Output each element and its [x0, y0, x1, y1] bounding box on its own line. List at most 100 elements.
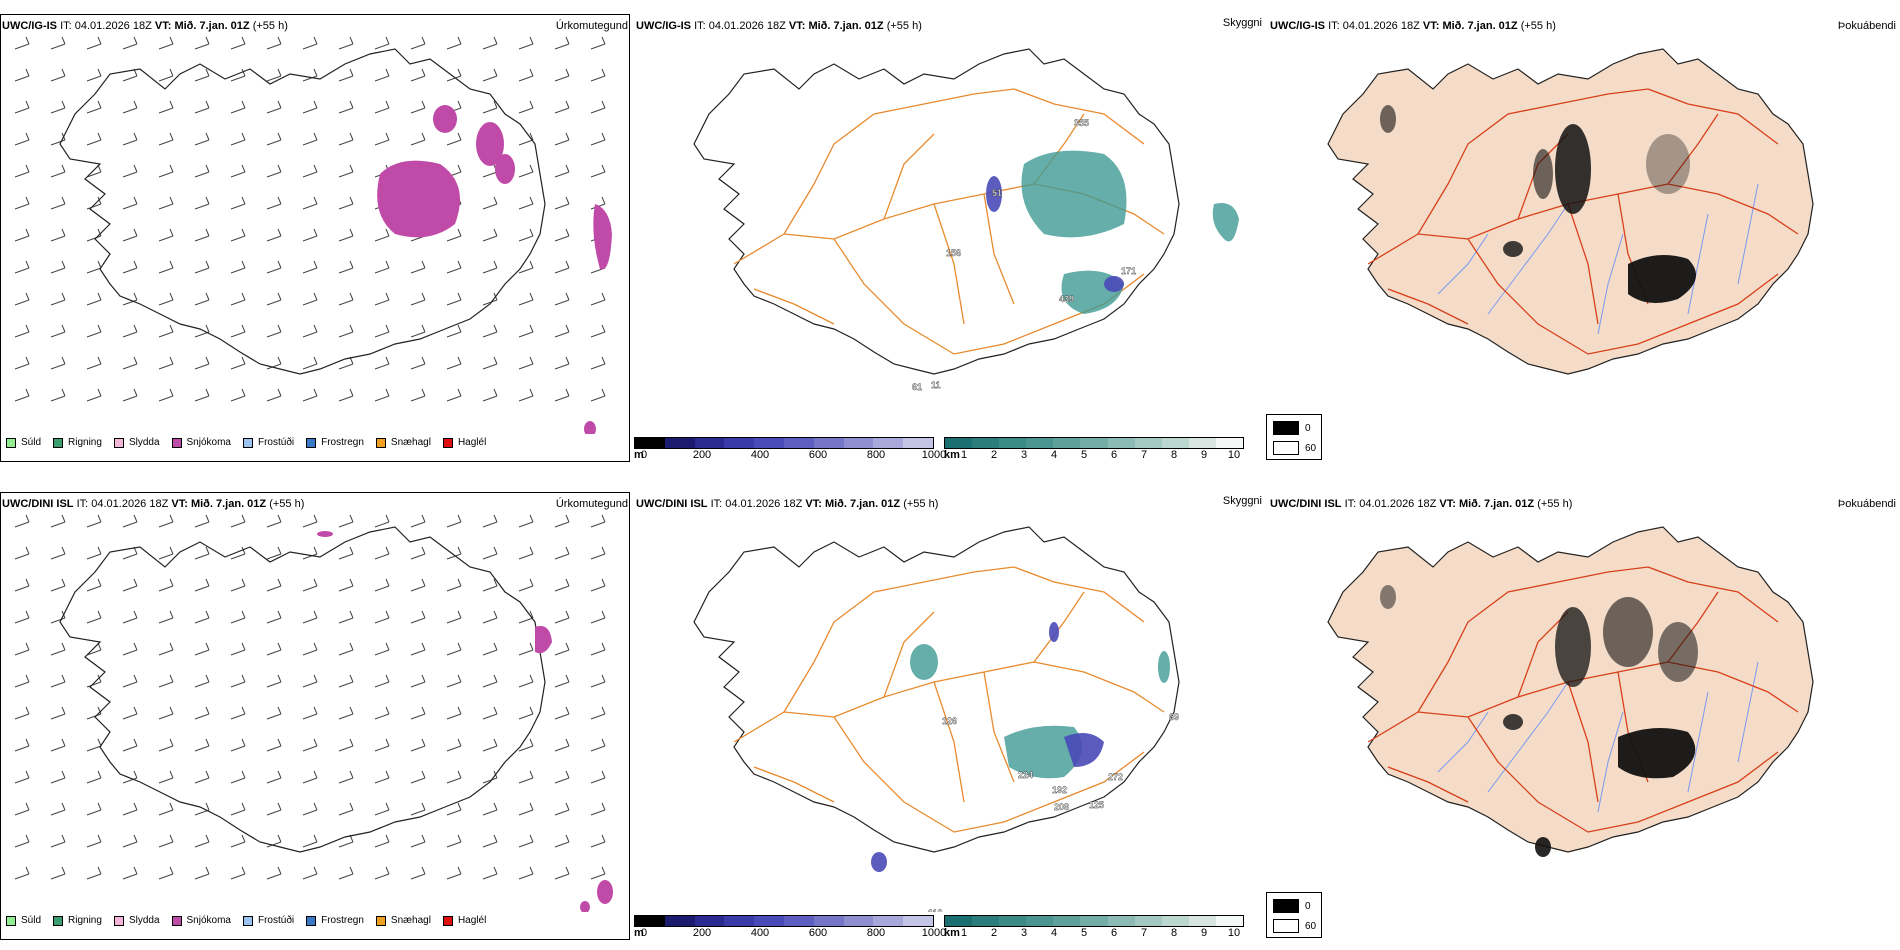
wind-barb [446, 674, 462, 688]
colorbar-tick-label: 800 [866, 449, 886, 461]
legend-label: Frostregn [321, 915, 364, 926]
wind-barb [410, 356, 426, 370]
wind-barb [14, 642, 30, 656]
wind-barb [266, 388, 282, 402]
wind-barb [194, 610, 210, 624]
wind-barb [482, 578, 498, 592]
wind-barb [590, 164, 606, 178]
wind-barb [482, 642, 498, 656]
wind-barb [518, 36, 534, 50]
wind-barb [590, 356, 606, 370]
wind-barb [374, 706, 390, 720]
colorbar-segment [1053, 916, 1081, 926]
colorbar-segment [873, 438, 904, 448]
wind-barb [518, 674, 534, 688]
wind-barb [374, 132, 390, 146]
wind-barb [518, 578, 534, 592]
wind-barb [338, 324, 354, 338]
wind-barb [554, 866, 570, 880]
wind-barb [266, 866, 282, 880]
wind-barb [50, 546, 66, 560]
road-line [883, 133, 935, 220]
wind-barb [194, 100, 210, 114]
wind-barb [554, 164, 570, 178]
lead-time: (+55 h) [252, 20, 288, 32]
panel-header: UWC/IG-IS IT: 04.01.2026 18Z VT: Mið. 7.… [636, 20, 922, 32]
wind-barb [446, 388, 462, 402]
colorbar-km-unit: km [944, 449, 960, 461]
colorbar-tick-label: 5 [1080, 449, 1088, 461]
wind-barb [554, 68, 570, 82]
wind-barb [230, 642, 246, 656]
colorbar-segment [724, 438, 755, 448]
fog-legend-swatch [1273, 421, 1299, 435]
wind-barb [338, 866, 354, 880]
wind-barb [230, 802, 246, 816]
wind-barb [122, 356, 138, 370]
wind-barb [122, 324, 138, 338]
wind-barb [50, 834, 66, 848]
colorbar-segment [843, 438, 874, 448]
panel-visibility: UWC/DINI ISL IT: 04.01.2026 18Z VT: Mið.… [634, 478, 1266, 950]
wind-barb [86, 866, 102, 880]
wind-barb [446, 514, 462, 528]
wind-barb [410, 292, 426, 306]
road-line [833, 716, 1145, 833]
wind-barb [302, 100, 318, 114]
wind-barb [86, 834, 102, 848]
colorbar-tick-label: 7 [1140, 927, 1148, 939]
snow-areas [317, 531, 613, 912]
colorbar-km-unit: km [944, 927, 960, 939]
wind-barb [194, 770, 210, 784]
wind-barb [86, 738, 102, 752]
wind-barb [14, 802, 30, 816]
wind-barb [410, 132, 426, 146]
wind-barb [122, 100, 138, 114]
wind-barb [302, 610, 318, 624]
colorbar-tick-label: 4 [1050, 449, 1058, 461]
road-line [1367, 661, 1799, 743]
colorbar-tick-label: 1 [960, 449, 968, 461]
wind-barb [374, 610, 390, 624]
wind-barb [446, 546, 462, 560]
legend-item: Frostúði [242, 437, 294, 448]
colorbar-segment [999, 916, 1027, 926]
wind-barb [590, 738, 606, 752]
iceland-outline [693, 526, 1180, 853]
road-line [1667, 113, 1719, 185]
vt-value: Mið. 7.jan. 01Z [190, 498, 267, 510]
colorbar-segment [1026, 438, 1054, 448]
iceland-outline [59, 526, 546, 853]
wind-barb [302, 770, 318, 784]
wind-barb [518, 642, 534, 656]
wind-barb [158, 324, 174, 338]
legend-swatch [171, 915, 182, 926]
panel-fog: UWC/DINI ISL IT: 04.01.2026 18Z VT: Mið.… [1266, 478, 1900, 950]
colorbar-segment [664, 438, 695, 448]
wind-barb [122, 706, 138, 720]
fog-legend-item: 0 [1273, 899, 1311, 913]
colorbar-tick-label: 4 [1050, 927, 1058, 939]
wind-barb [230, 324, 246, 338]
wind-barb [14, 514, 30, 528]
wind-barb [590, 706, 606, 720]
model-name: UWC/IG-IS [1270, 20, 1325, 32]
wind-barb [14, 228, 30, 242]
wind-barb [14, 68, 30, 82]
legend-swatch [375, 915, 386, 926]
wind-barb [230, 36, 246, 50]
fog-legend-label: 0 [1305, 422, 1311, 434]
wind-barb [554, 770, 570, 784]
roads [733, 566, 1165, 833]
legend-label: Snæhagl [390, 915, 431, 926]
colorbar-tick-label: 5 [1080, 927, 1088, 939]
it-label: IT: [1344, 498, 1357, 510]
wind-barb [194, 738, 210, 752]
colorbar-segment [999, 438, 1027, 448]
wind-barb [194, 260, 210, 274]
wind-barb [50, 260, 66, 274]
wind-barb [266, 100, 282, 114]
visibility-teal-areas [1021, 150, 1239, 314]
rivers [1437, 661, 1759, 813]
wind-barb [302, 546, 318, 560]
